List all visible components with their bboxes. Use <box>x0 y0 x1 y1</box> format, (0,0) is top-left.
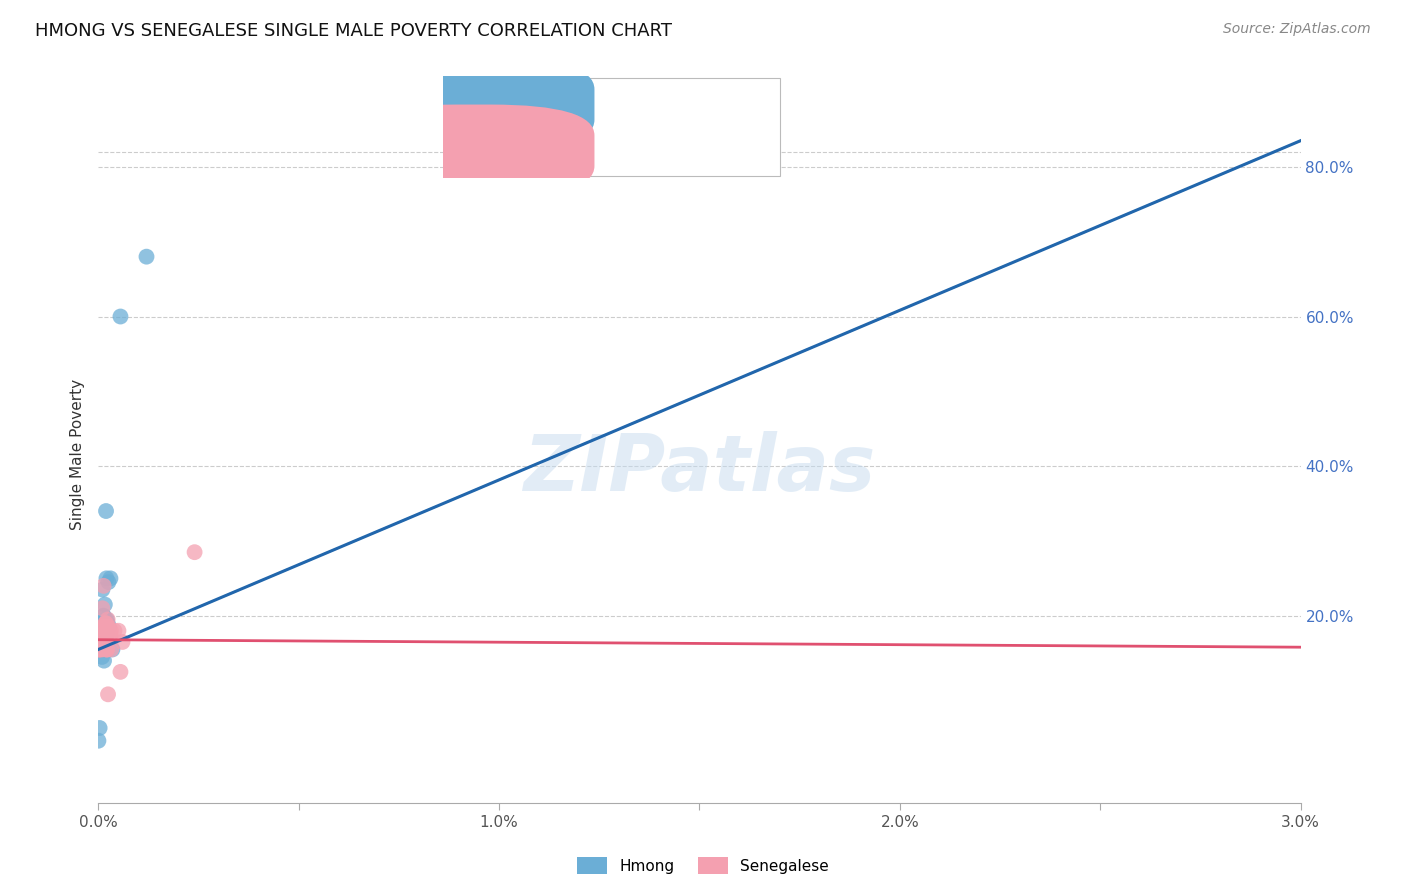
Point <box>90 639 112 653</box>
Point <box>93 608 115 623</box>
Point <box>96 613 118 627</box>
Text: N = 41: N = 41 <box>650 141 711 159</box>
Point <box>100 571 122 585</box>
Point <box>87 631 110 645</box>
Point <box>97 624 120 638</box>
Point <box>89 639 111 653</box>
Point <box>183 545 205 559</box>
Point <box>101 642 124 657</box>
Point <box>89 635 111 649</box>
Point <box>100 624 122 638</box>
Y-axis label: Single Male Poverty: Single Male Poverty <box>69 379 84 531</box>
Point <box>93 631 115 645</box>
Point <box>97 616 120 631</box>
Point <box>93 579 115 593</box>
Point <box>89 642 111 657</box>
Point <box>91 601 114 615</box>
Point <box>89 721 111 735</box>
Point <box>94 613 117 627</box>
Point <box>97 620 120 634</box>
Point <box>91 627 114 641</box>
Point <box>94 598 117 612</box>
Point <box>87 642 110 657</box>
Point <box>110 665 132 679</box>
Point <box>107 624 129 638</box>
Point <box>110 310 132 324</box>
Point <box>94 627 117 641</box>
FancyBboxPatch shape <box>353 58 595 151</box>
Point <box>97 575 120 590</box>
Point <box>90 642 112 657</box>
Point <box>96 571 118 585</box>
Point <box>89 627 111 641</box>
Point <box>87 642 110 657</box>
Point <box>93 620 115 634</box>
Point <box>103 624 125 638</box>
Point <box>93 627 115 641</box>
Point <box>91 608 114 623</box>
Point <box>96 635 118 649</box>
Point <box>96 627 118 641</box>
Text: Source: ZipAtlas.com: Source: ZipAtlas.com <box>1223 22 1371 37</box>
Point <box>97 613 120 627</box>
Point <box>91 620 114 634</box>
Legend: Hmong, Senegalese: Hmong, Senegalese <box>571 851 835 880</box>
FancyBboxPatch shape <box>353 104 595 197</box>
Point <box>100 627 122 641</box>
Point <box>94 627 117 641</box>
Point <box>94 616 117 631</box>
Point <box>97 687 120 701</box>
Point <box>91 635 114 649</box>
Point <box>135 250 157 264</box>
Point <box>93 635 115 649</box>
Point <box>94 504 117 518</box>
Point <box>91 642 114 657</box>
Point <box>91 649 114 664</box>
Point <box>96 642 118 657</box>
Point <box>90 642 112 657</box>
Point <box>94 627 117 641</box>
Text: N = 32: N = 32 <box>650 95 711 113</box>
Point <box>97 620 120 634</box>
Point <box>96 616 118 631</box>
FancyBboxPatch shape <box>446 78 780 177</box>
Point <box>111 635 134 649</box>
Point <box>96 642 118 657</box>
Point <box>94 642 117 657</box>
Text: R = -0.021: R = -0.021 <box>503 141 592 159</box>
Point <box>90 635 112 649</box>
Point <box>91 635 114 649</box>
Point <box>93 627 115 641</box>
Point <box>100 642 122 657</box>
Point <box>94 620 117 634</box>
Point <box>87 733 110 747</box>
Point <box>90 624 112 638</box>
Point <box>91 620 114 634</box>
Text: R =  0.531: R = 0.531 <box>503 95 592 113</box>
Point <box>90 642 112 657</box>
Point <box>91 582 114 597</box>
Point <box>91 639 114 653</box>
Text: ZIPatlas: ZIPatlas <box>523 431 876 507</box>
Point <box>96 620 118 634</box>
Text: HMONG VS SENEGALESE SINGLE MALE POVERTY CORRELATION CHART: HMONG VS SENEGALESE SINGLE MALE POVERTY … <box>35 22 672 40</box>
Point <box>91 642 114 657</box>
Point <box>94 616 117 631</box>
Point <box>93 635 115 649</box>
Point <box>93 654 115 668</box>
